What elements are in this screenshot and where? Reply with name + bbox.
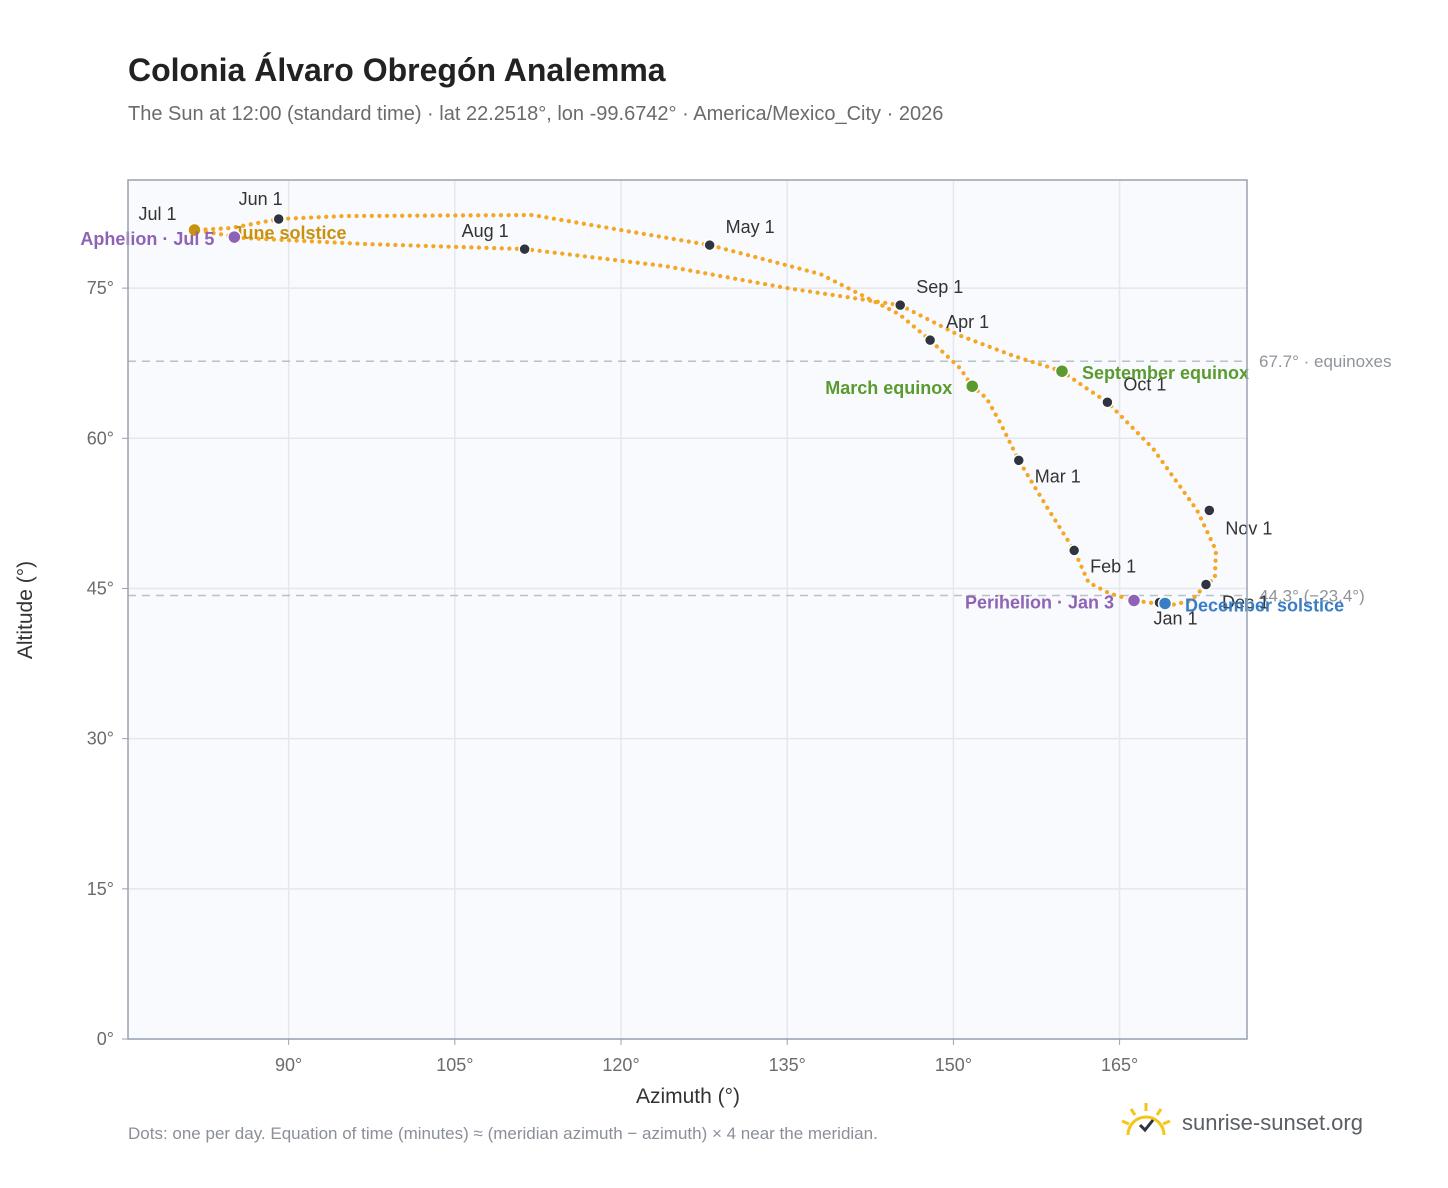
- x-tick-label: 150°: [935, 1055, 972, 1075]
- month-marker-dot: [1067, 544, 1081, 557]
- event-marker-label: June solstice: [232, 223, 346, 243]
- event-marker-dot: [1054, 363, 1070, 379]
- plot-area: [128, 180, 1247, 1039]
- event-marker-label: Aphelion · Jul 5: [80, 229, 214, 249]
- month-marker-label: Oct 1: [1123, 374, 1166, 394]
- chart-title: Colonia Álvaro Obregón Analemma: [128, 52, 666, 88]
- y-axis-title: Altitude (°): [14, 561, 37, 659]
- x-tick-label: 120°: [602, 1055, 639, 1075]
- analemma-curve: [192, 212, 1219, 607]
- event-marker-dot: [1157, 596, 1173, 611]
- event-marker-label: September equinox: [1082, 363, 1249, 383]
- month-marker-dot: [272, 212, 285, 226]
- month-marker-dot: [703, 238, 716, 252]
- chart-subtitle: The Sun at 12:00 (standard time) · lat 2…: [128, 103, 944, 125]
- month-marker-label: Nov 1: [1225, 518, 1272, 538]
- axis-ticks: 90° 105° 120° 135° 150° 165° 0° 15° 30° 45° 60° 75°: [87, 278, 1138, 1075]
- event-marker-dot: [227, 229, 242, 245]
- month-marker-label: Sep 1: [916, 277, 963, 297]
- month-marker-label: Mar 1: [1035, 466, 1081, 486]
- x-axis-title: Azimuth (°): [636, 1085, 740, 1108]
- month-marker-label: May 1: [726, 217, 775, 237]
- reference-line-label: 67.7° · equinoxes: [1259, 352, 1392, 371]
- month-marker-label: Dec 1: [1222, 592, 1269, 612]
- month-marker-label: Jun 1: [239, 189, 283, 209]
- month-marker-dot: [923, 333, 937, 347]
- y-tick-label: 30°: [87, 729, 114, 749]
- month-marker-label: Apr 1: [946, 312, 989, 332]
- brand: sunrise-sunset.org: [1120, 1100, 1363, 1146]
- sun-logo-icon: [1120, 1101, 1172, 1146]
- x-tick-label: 90°: [275, 1055, 302, 1075]
- event-marker-dot: [187, 222, 202, 238]
- event-marker-dot: [1126, 593, 1142, 608]
- month-marker-dot: [1199, 578, 1213, 591]
- month-marker-label: Aug 1: [462, 221, 509, 241]
- analemma-daily-dots: [192, 212, 1219, 607]
- month-markers: Jan 1 Feb 1 Mar 1 Apr 1 May 1 Jun 1 Jul 1 Aug 1…: [138, 189, 1272, 628]
- y-tick-label: 0°: [97, 1029, 114, 1049]
- brand-name: sunrise-sunset.org: [1182, 1110, 1363, 1135]
- x-tick-label: 165°: [1101, 1055, 1138, 1075]
- y-tick-label: 60°: [87, 428, 114, 448]
- reference-lines: 67.7° · equinoxes 44.3° (−23.4°): [128, 352, 1392, 605]
- y-tick-label: 15°: [87, 879, 114, 899]
- footnote: Dots: one per day. Equation of time (min…: [128, 1124, 878, 1143]
- month-marker-dot: [518, 242, 531, 256]
- month-marker-dot: [893, 298, 907, 312]
- month-marker-label: Feb 1: [1090, 556, 1136, 576]
- y-tick-label: 45°: [87, 578, 114, 598]
- plot-frame: [127, 179, 1248, 1040]
- event-marker-label: March equinox: [825, 378, 952, 398]
- event-marker-label: December solstice: [1185, 595, 1344, 615]
- y-tick-label: 75°: [87, 278, 114, 298]
- month-marker-dot: [1203, 504, 1216, 517]
- event-marker-label: Perihelion · Jan 3: [965, 592, 1114, 612]
- month-marker-label: Jan 1: [1153, 608, 1197, 628]
- x-tick-label: 135°: [769, 1055, 806, 1075]
- month-marker-dot: [1101, 396, 1114, 409]
- event-markers: March equinox September equinox June solst…: [80, 222, 1344, 615]
- event-marker-dot: [964, 378, 980, 394]
- x-tick-label: 105°: [436, 1055, 473, 1075]
- reference-line-label: 44.3° (−23.4°): [1259, 586, 1365, 605]
- month-marker-dot: [1012, 454, 1026, 467]
- month-marker-label: Jul 1: [138, 204, 176, 224]
